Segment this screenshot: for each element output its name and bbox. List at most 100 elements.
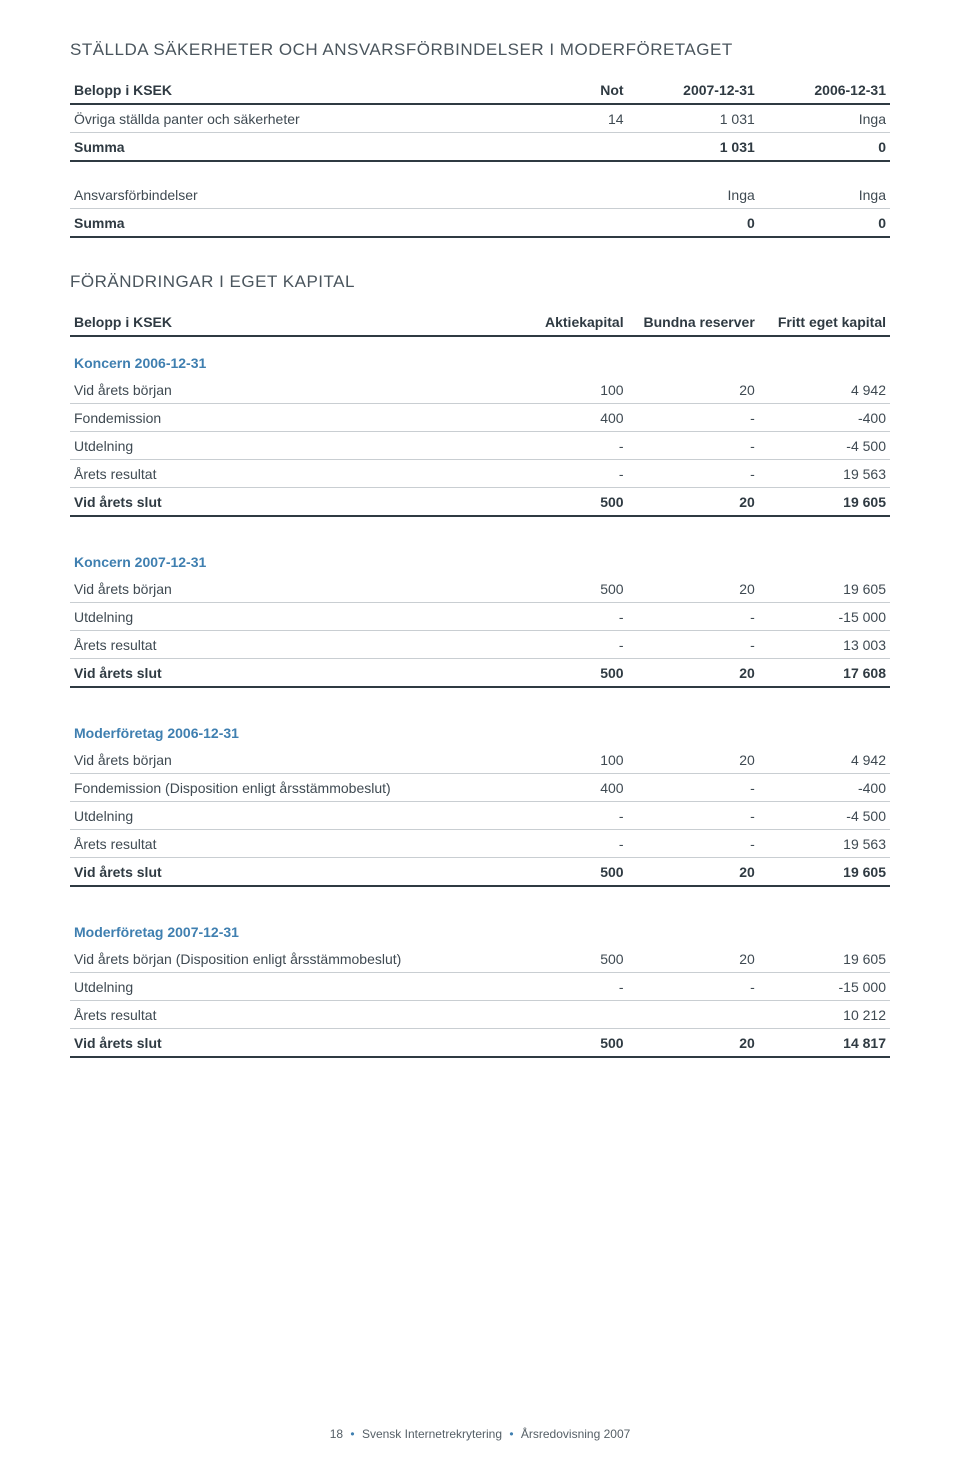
cell: 14 817 [759, 1029, 890, 1058]
cell: 500 [496, 575, 627, 603]
row-label: Utdelning [70, 802, 496, 830]
section1-title: STÄLLDA SÄKERHETER OCH ANSVARSFÖRBINDELS… [70, 40, 890, 60]
cell: - [628, 603, 759, 631]
cell: 500 [496, 1029, 627, 1058]
cell: 100 [496, 746, 627, 774]
row-label: Vid årets början [70, 575, 496, 603]
spacer [70, 516, 890, 536]
cell: - [496, 973, 627, 1001]
dot-icon: • [505, 1427, 517, 1441]
cell: - [628, 802, 759, 830]
cell: 14 [496, 104, 627, 133]
sum-label: Vid årets slut [70, 488, 496, 517]
cell: 19 605 [759, 945, 890, 973]
cell: 20 [628, 746, 759, 774]
table-row: Vid årets början100204 942 [70, 376, 890, 404]
sum-row: Vid årets slut5002017 608 [70, 659, 890, 688]
cell: 13 003 [759, 631, 890, 659]
cell: - [496, 460, 627, 488]
row-label: Ansvarsförbindelser [70, 181, 496, 209]
col-2006: 2006-12-31 [759, 76, 890, 104]
col-label: Belopp i KSEK [70, 76, 496, 104]
footer-page: 18 [330, 1427, 343, 1441]
col-label: Belopp i KSEK [70, 308, 496, 336]
sum-label: Vid årets slut [70, 1029, 496, 1058]
page-footer: 18 • Svensk Internetrekrytering • Årsred… [0, 1427, 960, 1441]
cell: 20 [628, 659, 759, 688]
cell: 1 031 [628, 133, 759, 162]
table-row: Vid årets början100204 942 [70, 746, 890, 774]
table-row: Fondemission (Disposition enligt årsstäm… [70, 774, 890, 802]
table-row: Utdelning---4 500 [70, 802, 890, 830]
cell: 500 [496, 488, 627, 517]
cell: 500 [496, 858, 627, 887]
page: STÄLLDA SÄKERHETER OCH ANSVARSFÖRBINDELS… [0, 0, 960, 1467]
row-label: Årets resultat [70, 460, 496, 488]
cell: 0 [628, 209, 759, 238]
sum-label: Vid årets slut [70, 858, 496, 887]
sum-label: Summa [70, 133, 496, 162]
spacer [70, 886, 890, 906]
dot-icon: • [346, 1427, 358, 1441]
cell: -15 000 [759, 603, 890, 631]
cell: 20 [628, 376, 759, 404]
cell: 20 [628, 1029, 759, 1058]
row-label: Årets resultat [70, 830, 496, 858]
cell: 19 605 [759, 858, 890, 887]
cell [628, 1001, 759, 1029]
row-label: Fondemission (Disposition enligt årsstäm… [70, 774, 496, 802]
cell: -400 [759, 404, 890, 432]
cell: - [496, 830, 627, 858]
cell: 0 [759, 209, 890, 238]
cell: Inga [628, 181, 759, 209]
cell: -15 000 [759, 973, 890, 1001]
spacer [70, 687, 890, 707]
cell: 500 [496, 945, 627, 973]
col-bundna: Bundna reserver [628, 308, 759, 336]
sum-row: Vid årets slut5002014 817 [70, 1029, 890, 1058]
cell: Inga [759, 181, 890, 209]
row-label: Utdelning [70, 973, 496, 1001]
footer-company: Svensk Internetrekrytering [362, 1427, 502, 1441]
cell: Inga [759, 104, 890, 133]
cell: -4 500 [759, 802, 890, 830]
cell: 100 [496, 376, 627, 404]
section2-title: FÖRÄNDRINGAR I EGET KAPITAL [70, 272, 890, 292]
table-row: Årets resultat--19 563 [70, 460, 890, 488]
cell: 1 031 [628, 104, 759, 133]
table-row: Utdelning---15 000 [70, 973, 890, 1001]
cell: 400 [496, 404, 627, 432]
cell: - [628, 830, 759, 858]
cell: - [628, 631, 759, 659]
table-row: Årets resultat--19 563 [70, 830, 890, 858]
table-row: Vid årets början (Disposition enligt års… [70, 945, 890, 973]
table-securities: Belopp i KSEK Not 2007-12-31 2006-12-31 … [70, 76, 890, 238]
cell: 19 563 [759, 830, 890, 858]
row-label: Fondemission [70, 404, 496, 432]
col-not: Not [496, 76, 627, 104]
cell: - [628, 774, 759, 802]
cell: 400 [496, 774, 627, 802]
row-label: Årets resultat [70, 631, 496, 659]
cell: - [496, 603, 627, 631]
block-heading: Moderföretag 2006-12-31 [70, 707, 890, 746]
cell: 20 [628, 945, 759, 973]
cell [496, 133, 627, 162]
cell [496, 181, 627, 209]
table-row: Utdelning---15 000 [70, 603, 890, 631]
cell: 19 605 [759, 488, 890, 517]
cell: -400 [759, 774, 890, 802]
cell: 19 563 [759, 460, 890, 488]
row-label: Utdelning [70, 603, 496, 631]
cell: - [628, 432, 759, 460]
row-label: Vid årets början [70, 376, 496, 404]
cell [496, 209, 627, 238]
block-heading: Koncern 2006-12-31 [70, 336, 890, 376]
row-label: Årets resultat [70, 1001, 496, 1029]
table-row: Årets resultat--13 003 [70, 631, 890, 659]
row-label: Utdelning [70, 432, 496, 460]
block-heading: Moderföretag 2007-12-31 [70, 906, 890, 945]
cell: 20 [628, 858, 759, 887]
cell: 20 [628, 488, 759, 517]
cell: - [628, 973, 759, 1001]
